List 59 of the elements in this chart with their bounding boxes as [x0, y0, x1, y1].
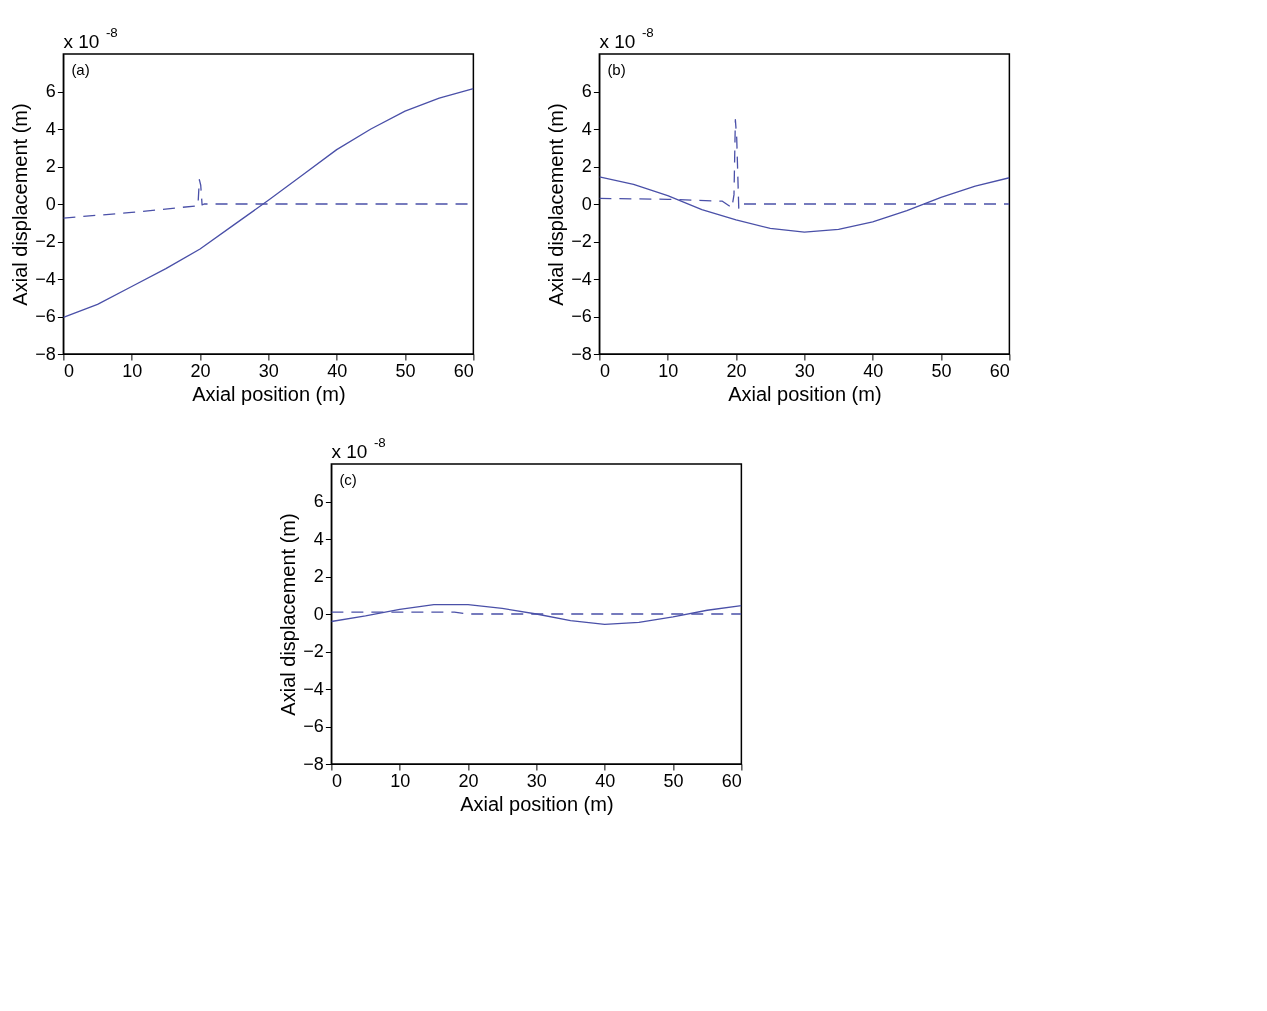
- x-tick-label: 0: [63, 360, 74, 381]
- text: x 10-8: [599, 25, 654, 52]
- y-tick-label: −6: [303, 716, 324, 736]
- y-tick-label: −4: [303, 678, 324, 699]
- x-tick-label: 40: [327, 360, 348, 381]
- x-tick-label: 10: [390, 770, 411, 791]
- x-tick-label: 0: [331, 770, 342, 791]
- x-tick-label: 50: [663, 770, 684, 791]
- y-tick-label: −4: [35, 268, 56, 289]
- y-tick-label: 2: [581, 156, 592, 176]
- y-tick-label: −2: [303, 641, 324, 661]
- y-tick-label: −6: [571, 306, 592, 326]
- x-tick-label: 60: [721, 770, 742, 791]
- x-tick-label: 50: [931, 360, 952, 381]
- text: x 10-8: [63, 25, 118, 52]
- y-tick-label: −4: [571, 268, 592, 289]
- x-tick-label: 20: [190, 360, 211, 381]
- y-axis-title: Axial displacement (m): [9, 103, 32, 306]
- x-tick-label: 10: [122, 360, 143, 381]
- annotation: (b): [607, 61, 626, 78]
- y-axis-title: Axial displacement (m): [545, 103, 568, 306]
- x-tick-label: 20: [726, 360, 747, 381]
- x-tick-label: 10: [658, 360, 679, 381]
- y-tick-label: 4: [45, 118, 56, 139]
- x-tick-label: 60: [453, 360, 474, 381]
- x-tick-label: 50: [395, 360, 416, 381]
- y-tick-label: 2: [313, 566, 324, 586]
- y-tick-label: 6: [45, 81, 56, 101]
- y-tick-label: −8: [571, 343, 592, 364]
- x-tick-label: 30: [526, 770, 547, 791]
- x-tick-label: 20: [458, 770, 479, 791]
- y-tick-label: −2: [571, 231, 592, 251]
- x-axis-title: Axial position (m): [728, 382, 882, 405]
- text: x 10-8: [331, 435, 386, 462]
- y-tick-label: 0: [581, 193, 592, 214]
- y-tick-label: 4: [313, 528, 324, 549]
- y-tick-label: 2: [45, 156, 56, 176]
- annotation: (c): [339, 471, 357, 488]
- line-series: [331, 603, 742, 625]
- annotation: (a): [71, 61, 90, 78]
- y-tick-label: 6: [581, 81, 592, 101]
- y-tick-label: −2: [35, 231, 56, 251]
- line-series: [63, 88, 474, 319]
- x-axis-title: Axial position (m): [460, 792, 614, 815]
- x-tick-label: 30: [794, 360, 815, 381]
- y-tick-label: −8: [35, 343, 56, 364]
- x-tick-label: 60: [989, 360, 1010, 381]
- y-tick-label: −6: [35, 306, 56, 326]
- y-tick-label: −8: [303, 753, 324, 774]
- x-tick-label: 0: [599, 360, 610, 381]
- x-axis-title: Axial position (m): [192, 382, 346, 405]
- y-axis-title: Axial displacement (m): [277, 513, 300, 716]
- y-tick-label: 4: [581, 118, 592, 139]
- y-tick-label: 0: [313, 603, 324, 624]
- y-tick-label: 6: [313, 491, 324, 511]
- x-tick-label: 40: [595, 770, 616, 791]
- x-tick-label: 30: [258, 360, 279, 381]
- y-tick-label: 0: [45, 193, 56, 214]
- x-tick-label: 40: [863, 360, 884, 381]
